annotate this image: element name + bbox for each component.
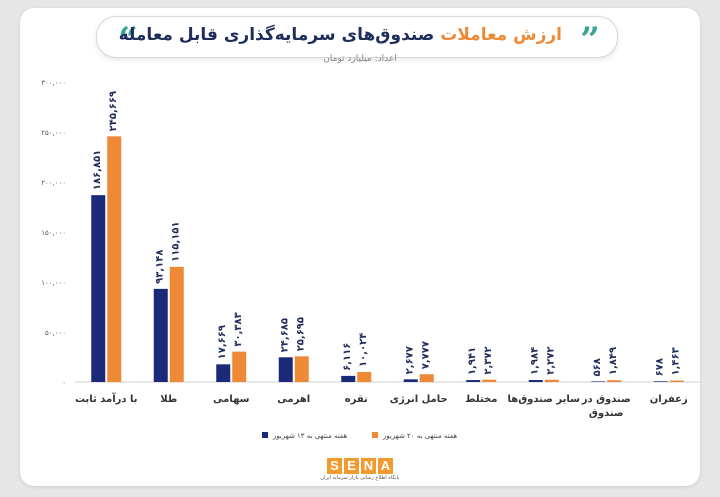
- x-tick-label: طلا: [160, 394, 177, 405]
- data-label: ۳۰,۳۸۳: [233, 312, 244, 346]
- data-label: ۷,۷۷۷: [421, 341, 432, 369]
- open-quote-icon: “: [118, 20, 138, 60]
- y-tick-label: ۳۰۰,۰۰۰: [41, 79, 66, 87]
- data-label: ۱,۹۴۱: [467, 347, 478, 375]
- data-label: ۶۷۸: [655, 358, 666, 376]
- y-tick-label: ۲۵۰,۰۰۰: [41, 129, 66, 137]
- x-tick-label: نقره: [345, 394, 368, 405]
- chart-subtitle: اعداد: میلیارد تومان: [323, 54, 397, 64]
- y-tick-label: ۰: [62, 379, 66, 387]
- data-label: ۲۴,۶۸۵: [280, 318, 291, 352]
- x-tick-label: سهامی: [213, 394, 250, 405]
- x-tick-label: اهرمی: [277, 394, 310, 405]
- bar: [169, 266, 184, 382]
- data-label: ۶,۱۱۶: [342, 343, 353, 371]
- bar: [91, 195, 106, 382]
- bar: [341, 375, 356, 382]
- legend-swatch: [262, 432, 268, 438]
- bar: [607, 380, 622, 382]
- data-label: ۲,۳۷۲: [483, 346, 494, 374]
- x-tick-label: حامل انرژی: [390, 394, 448, 405]
- data-label: ۲۴۵,۶۶۹: [108, 91, 119, 131]
- data-label: ۵۶۸: [592, 358, 603, 376]
- bar: [653, 381, 668, 382]
- logo-letters: S E N A: [320, 458, 400, 474]
- bar: [357, 371, 372, 382]
- title-rest: صندوق‌های سرمایه‌گذاری قابل معامله: [118, 25, 435, 45]
- logo-tagline: پایگاه اطلاع رسانی بازار سرمایه ایران: [320, 475, 400, 481]
- data-label: ۱,۴۶۳: [671, 347, 682, 375]
- title-accent: ارزش معاملات: [440, 25, 562, 45]
- logo-letter: A: [378, 458, 393, 474]
- data-label: ۱,۹۸۴: [530, 347, 541, 375]
- legend-swatch: [372, 432, 378, 438]
- x-tick-label: با درآمد ثابت: [75, 392, 138, 405]
- x-tick-label: صندوق در: [581, 394, 631, 405]
- close-quote-icon: ”: [580, 20, 600, 60]
- title-banner: [96, 16, 618, 58]
- bar: [403, 379, 418, 382]
- x-tick-label: صندوق: [589, 408, 624, 419]
- logo-letter: E: [344, 458, 359, 474]
- data-label: ۱۱۵,۱۵۱: [171, 221, 182, 261]
- sena-logo: S E N A پایگاه اطلاع رسانی بازار سرمایه …: [320, 458, 400, 492]
- y-tick-label: ۵۰,۰۰۰: [45, 329, 66, 337]
- data-label: ۲,۶۷۷: [405, 346, 416, 374]
- bar: [544, 379, 559, 382]
- x-tick-label: زعفران: [650, 394, 688, 405]
- bar: [216, 364, 231, 382]
- bar: [153, 288, 168, 382]
- bar: [278, 357, 293, 382]
- data-label: ۱۷,۶۶۹: [217, 325, 228, 359]
- y-tick-label: ۲۰۰,۰۰۰: [41, 179, 66, 187]
- bar: [482, 379, 497, 382]
- bar: [591, 381, 606, 382]
- data-label: ۱۸۶,۸۵۱: [92, 150, 103, 190]
- data-label: ۹۳,۱۴۸: [155, 250, 166, 284]
- x-tick-label: سایر صندوق‌ها: [508, 394, 581, 405]
- y-tick-label: ۱۰۰,۰۰۰: [41, 279, 66, 287]
- chart-title: ارزش معاملات صندوق‌های سرمایه‌گذاری قابل…: [119, 20, 562, 50]
- logo-letter: N: [361, 458, 376, 474]
- bar: [528, 380, 543, 382]
- chart-card: [20, 8, 700, 486]
- x-tick-label: مختلط: [465, 394, 497, 405]
- bar: [107, 136, 122, 382]
- legend-label: هفته منتهی به ۲۰ شهریور: [382, 432, 457, 440]
- y-tick-label: ۱۵۰,۰۰۰: [41, 229, 66, 237]
- bar: [466, 380, 481, 382]
- bar: [419, 374, 434, 382]
- bar: [669, 380, 684, 382]
- bar: [294, 356, 309, 382]
- data-label: ۲,۲۷۲: [546, 347, 557, 375]
- legend-label: هفته منتهی به ۱۳ شهریور: [272, 432, 347, 440]
- data-label: ۱,۸۴۹: [608, 347, 619, 375]
- data-label: ۱۰,۰۲۴: [358, 333, 369, 367]
- bar: [232, 351, 247, 382]
- data-label: ۲۵,۶۹۵: [296, 317, 307, 351]
- logo-letter: S: [327, 458, 342, 474]
